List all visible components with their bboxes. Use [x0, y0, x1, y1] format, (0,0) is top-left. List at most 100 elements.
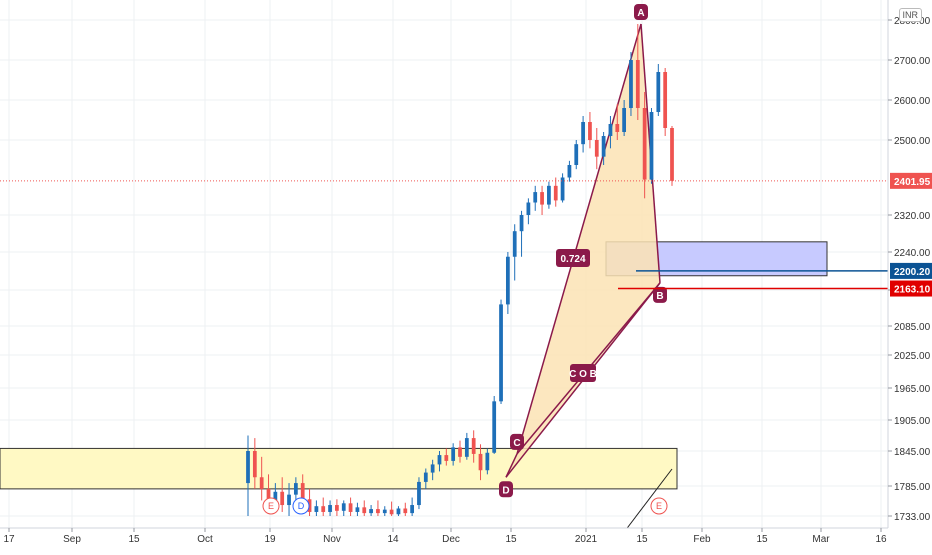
price-lines — [0, 180, 888, 549]
y-tick-label: 2320.00 — [894, 211, 931, 222]
pattern-ratio-badge — [570, 364, 596, 382]
y-tick-label: 2025.00 — [894, 351, 931, 362]
candle-body — [656, 72, 661, 112]
pattern-point-label: C — [513, 438, 520, 449]
candle-body — [273, 491, 278, 501]
pattern-point-label: B — [656, 291, 663, 302]
price-label-box — [890, 280, 932, 297]
candle-body — [335, 505, 339, 511]
x-tick-label: 17 — [3, 534, 15, 545]
x-tick-label: 2021 — [575, 534, 598, 545]
candle-body — [499, 304, 503, 402]
candle-body — [540, 192, 544, 205]
pattern-point-label: A — [637, 8, 644, 19]
candle-body — [601, 136, 606, 157]
candle-body — [410, 505, 415, 514]
candle-body — [458, 447, 462, 457]
candle-body — [567, 165, 572, 178]
candle-body — [635, 60, 640, 108]
candle-body — [547, 185, 551, 205]
candle-body — [670, 128, 674, 181]
candle-body — [403, 508, 408, 514]
candle-body — [287, 494, 291, 506]
candle-body — [355, 507, 360, 512]
candle-body — [560, 177, 565, 201]
candle-body — [526, 202, 531, 215]
x-tick-label: Feb — [693, 534, 711, 545]
zone-rectangle — [0, 447, 678, 490]
pattern-ratio-label: C O B — [569, 369, 597, 380]
candle-body — [328, 505, 332, 512]
candle-body — [663, 72, 668, 128]
candle-body — [246, 451, 250, 484]
pattern-ratio-label: 0.724 — [560, 254, 585, 265]
pattern-point-badge — [510, 433, 524, 450]
y-tick-label: 2700.00 — [894, 56, 931, 67]
candle-body — [266, 488, 271, 501]
event-label: E — [656, 501, 662, 511]
candle-body — [478, 453, 483, 471]
x-tick-label: 14 — [387, 534, 399, 545]
candle-body — [485, 452, 490, 471]
candle-body — [396, 508, 401, 515]
candle-body — [444, 455, 449, 461]
y-tick-label: 1785.00 — [894, 482, 931, 493]
event-marker — [292, 497, 310, 515]
x-tick-label: Dec — [442, 534, 460, 545]
currency-badge[interactable]: INR — [898, 8, 922, 22]
y-tick-label: 1845.00 — [894, 447, 931, 458]
price-label: 2163.10 — [894, 285, 931, 296]
price-label-box — [890, 262, 932, 279]
event-marker — [262, 497, 280, 515]
candle-body — [615, 124, 620, 132]
x-tick-label: 15 — [756, 534, 768, 545]
price-label: 2401.95 — [894, 177, 931, 188]
event-label: E — [268, 501, 274, 511]
candle-body — [423, 472, 428, 482]
candle-body — [451, 447, 456, 461]
candle-body — [430, 464, 435, 473]
candle-body — [259, 477, 264, 489]
candle-body — [471, 438, 476, 454]
y-tick-label: 1733.00 — [894, 512, 931, 523]
candle-body — [252, 451, 257, 478]
pattern-leg — [505, 453, 518, 478]
candle-body — [369, 509, 373, 514]
pattern-point-badge — [634, 4, 648, 20]
candle-body — [417, 481, 421, 506]
candle-body — [505, 256, 510, 305]
candle-body — [389, 509, 394, 515]
candle-body — [437, 455, 442, 465]
event-marker — [650, 497, 668, 515]
x-tick-label: 16 — [875, 534, 887, 545]
candle-body — [321, 506, 326, 512]
candle-body — [280, 491, 285, 506]
candle-body — [512, 231, 517, 257]
x-tick-label: 15 — [128, 534, 140, 545]
x-tick-label: Mar — [812, 534, 830, 545]
x-tick-label: Sep — [63, 534, 81, 545]
candle-body — [574, 144, 579, 165]
pattern-leg — [516, 23, 642, 455]
candle-body — [492, 401, 497, 453]
candle-body — [314, 506, 319, 512]
candle-body — [293, 483, 298, 495]
price-label: 2200.20 — [894, 267, 931, 278]
candle-body — [341, 503, 346, 511]
y-tick-label: 2240.00 — [894, 248, 931, 259]
pattern-ratio-badge — [556, 249, 590, 267]
y-tick-label: 2500.00 — [894, 136, 931, 147]
candle-body — [533, 192, 538, 203]
pattern-point-badge — [653, 286, 667, 303]
y-tick-label: 2085.00 — [894, 322, 931, 333]
price-label-box — [890, 172, 932, 189]
x-tick-label: 15 — [636, 534, 648, 545]
y-tick-label: 2600.00 — [894, 96, 931, 107]
candle-body — [348, 503, 353, 512]
x-tick-label: Oct — [197, 534, 213, 545]
y-tick-label: 1965.00 — [894, 384, 931, 395]
candle-body — [629, 60, 633, 108]
